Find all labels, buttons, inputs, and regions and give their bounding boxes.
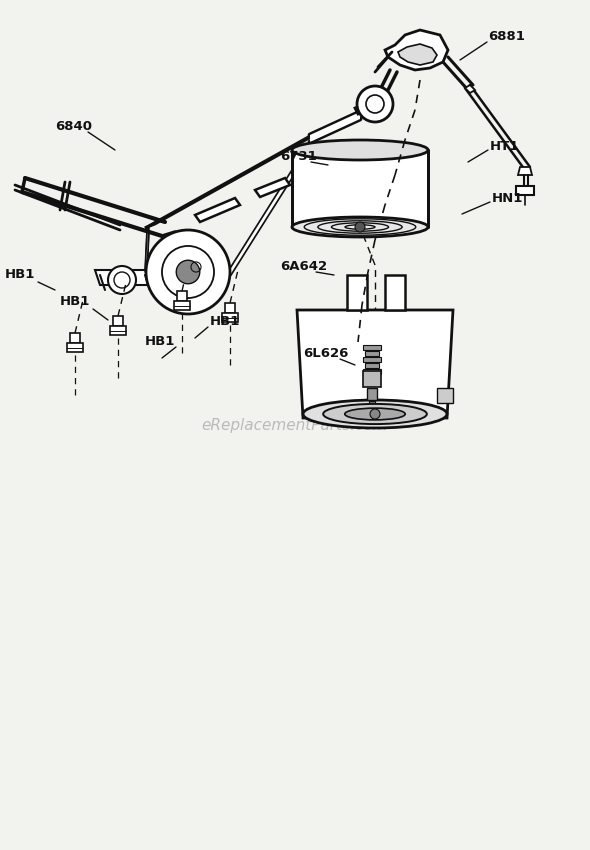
Ellipse shape (303, 400, 447, 428)
Ellipse shape (292, 217, 428, 237)
Polygon shape (145, 132, 320, 228)
Polygon shape (113, 316, 123, 326)
Polygon shape (363, 357, 381, 362)
Polygon shape (255, 178, 290, 197)
Text: HB1: HB1 (60, 295, 90, 308)
Text: 6A642: 6A642 (280, 260, 327, 273)
Polygon shape (465, 85, 475, 93)
Polygon shape (292, 150, 428, 227)
Polygon shape (110, 326, 126, 335)
Polygon shape (518, 167, 532, 175)
Polygon shape (516, 186, 534, 195)
Polygon shape (310, 112, 360, 142)
Polygon shape (367, 388, 377, 400)
Polygon shape (67, 343, 83, 352)
Ellipse shape (323, 404, 427, 424)
Polygon shape (398, 44, 437, 65)
Polygon shape (365, 351, 379, 356)
Text: 6731: 6731 (280, 150, 317, 163)
Polygon shape (355, 100, 378, 114)
Text: HN1: HN1 (492, 192, 523, 205)
Text: 6881: 6881 (488, 30, 525, 43)
Polygon shape (363, 345, 381, 350)
Text: eReplacementParts.com: eReplacementParts.com (202, 417, 388, 433)
Text: HB1: HB1 (145, 335, 175, 348)
Circle shape (355, 222, 365, 232)
Polygon shape (347, 275, 367, 310)
Ellipse shape (292, 140, 428, 160)
Ellipse shape (345, 408, 405, 420)
Text: 6840: 6840 (55, 120, 92, 133)
Polygon shape (369, 401, 375, 407)
Polygon shape (297, 310, 453, 418)
Circle shape (146, 230, 230, 314)
Polygon shape (222, 313, 238, 322)
Polygon shape (363, 371, 381, 387)
Polygon shape (70, 333, 80, 343)
Polygon shape (195, 198, 240, 222)
Polygon shape (230, 135, 315, 275)
Circle shape (357, 86, 393, 122)
Polygon shape (363, 369, 381, 374)
Polygon shape (225, 303, 235, 313)
Text: HB1: HB1 (210, 315, 240, 328)
Polygon shape (95, 270, 150, 285)
Polygon shape (174, 301, 190, 310)
Circle shape (370, 409, 380, 419)
Circle shape (176, 260, 200, 284)
Polygon shape (385, 275, 405, 310)
Polygon shape (437, 388, 453, 403)
Circle shape (108, 266, 136, 294)
Polygon shape (177, 291, 187, 301)
Text: HT1: HT1 (490, 140, 519, 153)
Text: 6L626: 6L626 (303, 347, 348, 360)
Text: HB1: HB1 (5, 268, 35, 281)
Polygon shape (146, 228, 148, 275)
Polygon shape (365, 363, 379, 368)
Polygon shape (385, 30, 448, 70)
